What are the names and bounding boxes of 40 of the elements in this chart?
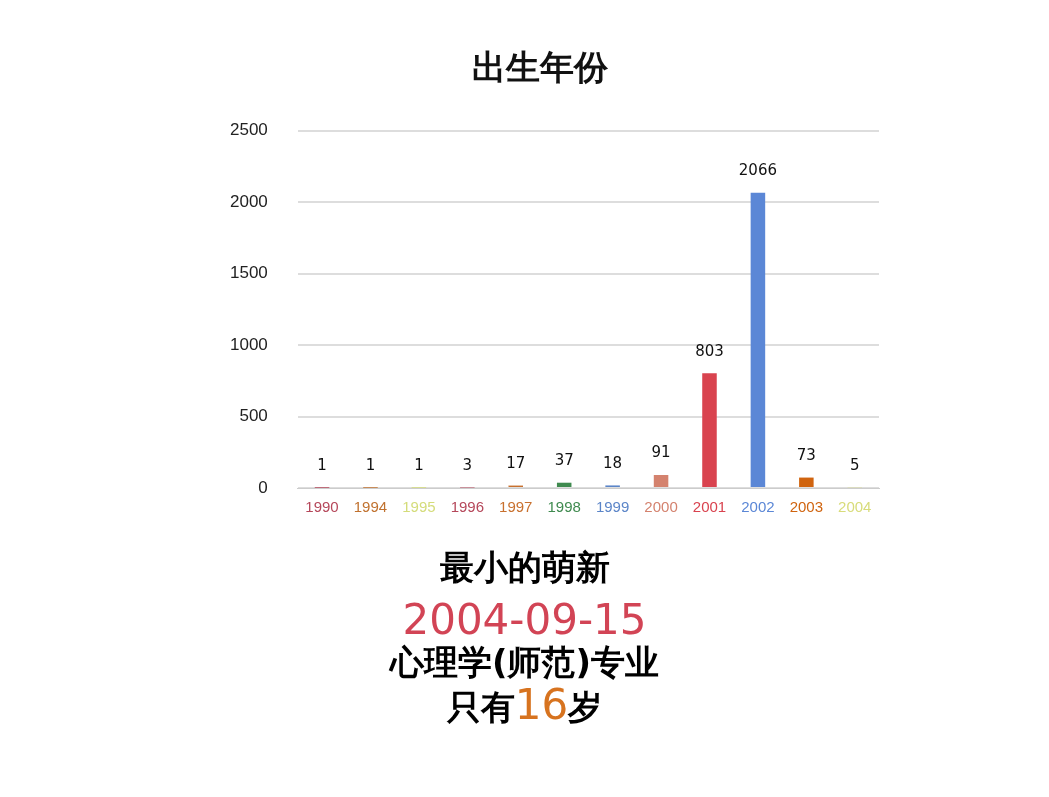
x-tick-label: 2000 [644, 498, 678, 516]
data-label: 73 [796, 445, 816, 464]
bar [750, 192, 766, 487]
data-label: 1 [365, 456, 376, 475]
data-label: 18 [603, 453, 623, 472]
x-tick-label: 1996 [450, 498, 485, 516]
x-tick-label: 1998 [547, 498, 581, 516]
y-tick-label: 2000 [229, 191, 268, 211]
x-tick-label: 1990 [305, 498, 339, 516]
x-tick-label: 2001 [692, 498, 727, 516]
text: 最小的萌新 [438, 547, 611, 587]
chart-title: 出生年份 [471, 47, 609, 88]
data-label: 37 [554, 451, 574, 470]
y-tick-label: 2500 [229, 120, 268, 140]
text: 只有16岁 [445, 680, 604, 730]
bar [653, 475, 669, 487]
y-tick-label: 0 [258, 477, 268, 497]
data-label: 1 [317, 456, 327, 475]
data-label: 1 [414, 456, 424, 475]
data-label: 91 [651, 443, 671, 462]
data-label: 2066 [738, 161, 778, 180]
bar [556, 482, 572, 487]
text: 2004-09-15 [402, 595, 648, 645]
x-tick-label: 2003 [789, 498, 824, 516]
x-tick-label: 1994 [353, 498, 388, 516]
x-tick-label: 2002 [741, 498, 775, 516]
y-tick-label: 500 [239, 406, 268, 426]
bar [799, 477, 814, 487]
data-label: 803 [695, 341, 724, 360]
x-tick-label: 2004 [838, 498, 872, 516]
x-tick-label: 1995 [402, 498, 436, 516]
data-label: 17 [506, 453, 526, 472]
y-tick-label: 1000 [229, 334, 268, 354]
y-tick-label: 1500 [229, 263, 268, 283]
bar [702, 373, 717, 487]
text: 心理学(师范)专业 [388, 642, 661, 683]
x-tick-label: 1997 [499, 498, 533, 516]
data-label: 3 [462, 455, 473, 474]
data-label: 5 [850, 455, 860, 474]
x-tick-label: 1999 [595, 498, 630, 516]
